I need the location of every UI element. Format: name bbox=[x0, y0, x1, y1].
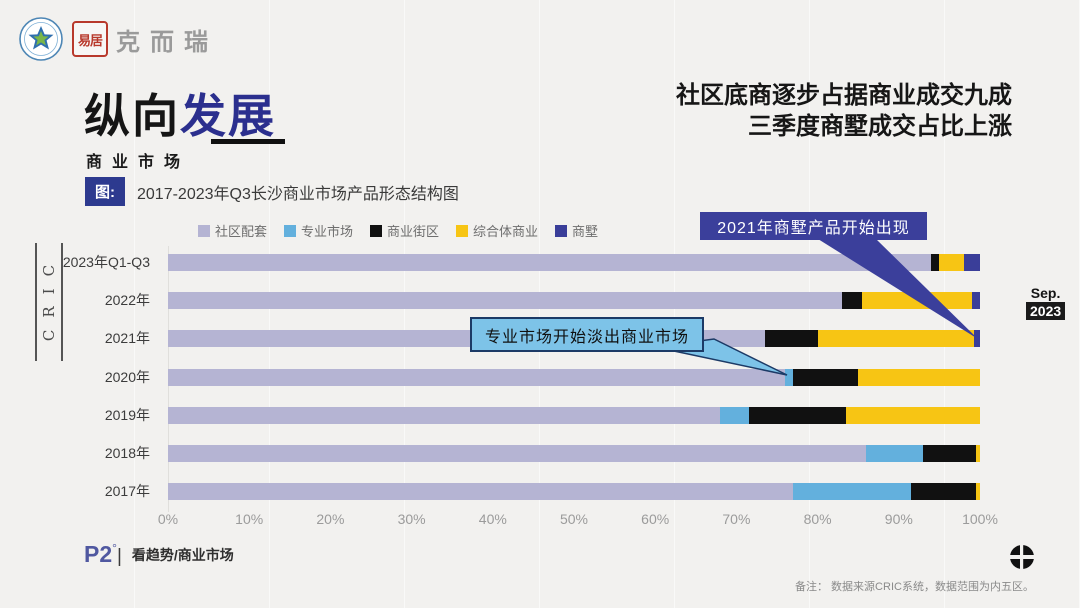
legend-label: 社区配套 bbox=[214, 224, 267, 239]
x-axis-tick: 10% bbox=[235, 511, 264, 527]
headline-line1: 社区底商逐步占据商业成交九成 bbox=[676, 82, 1012, 109]
bar-segment-社区配套 bbox=[168, 369, 786, 386]
page-number: P2 bbox=[84, 541, 113, 567]
legend-swatch-icon bbox=[369, 224, 382, 237]
cric-vertical-label: CRIC bbox=[35, 243, 63, 361]
bar-row-2022年 bbox=[168, 292, 980, 309]
y-axis-label: 2017年 bbox=[104, 482, 150, 499]
bar-row-2019年 bbox=[168, 407, 980, 424]
callout-2021-shangshu: 2021年商墅产品开始出现 bbox=[700, 212, 927, 240]
bar-segment-专业市场 bbox=[866, 445, 924, 462]
bar-row-2018年 bbox=[168, 445, 980, 462]
legend-swatch-icon bbox=[283, 224, 296, 237]
bar-segment-社区配套 bbox=[168, 254, 932, 271]
bar-segment-商业街区 bbox=[931, 254, 940, 271]
bar-segment-综合体商业 bbox=[975, 445, 980, 462]
title-part-blue: 发展 bbox=[180, 90, 276, 142]
y-axis-label: 2019年 bbox=[104, 406, 150, 423]
legend-item-商业街区: 商业街区 bbox=[369, 221, 439, 240]
y-axis-label: 2022年 bbox=[104, 291, 150, 308]
figure-tag: 图: bbox=[85, 177, 125, 206]
bar-segment-专业市场 bbox=[785, 369, 794, 386]
bar-segment-商墅 bbox=[974, 330, 980, 347]
date-month: Sep. bbox=[1030, 285, 1061, 301]
legend-item-商墅: 商墅 bbox=[555, 221, 598, 240]
legend-label: 专业市场 bbox=[300, 224, 353, 239]
bar-segment-商业街区 bbox=[841, 292, 863, 309]
bar-segment-专业市场 bbox=[720, 407, 749, 424]
x-axis-tick: 70% bbox=[722, 511, 751, 527]
title-part-black: 纵向 bbox=[84, 90, 180, 142]
bar-segment-商业街区 bbox=[923, 445, 976, 462]
bar-segment-综合体商业 bbox=[862, 292, 972, 309]
y-axis-label: 2020年 bbox=[104, 368, 150, 385]
footer-left: P2°| 看趋势/商业市场 bbox=[84, 541, 234, 568]
bar-segment-商业街区 bbox=[793, 369, 859, 386]
target-icon bbox=[1008, 543, 1036, 571]
y-axis-label: 2021年 bbox=[104, 329, 150, 346]
section-label: 看趋势/商业市场 bbox=[131, 546, 234, 563]
divider-bar: | bbox=[116, 546, 122, 567]
cric-logo-icon bbox=[19, 17, 63, 61]
legend-item-专业市场: 专业市场 bbox=[283, 221, 353, 240]
bar-segment-商业街区 bbox=[748, 407, 846, 424]
y-axis-label: 2023年Q1-Q3 bbox=[62, 253, 150, 270]
x-axis-tick: 60% bbox=[641, 511, 670, 527]
legend-item-综合体商业: 综合体商业 bbox=[456, 221, 538, 240]
legend-swatch-icon bbox=[197, 224, 210, 237]
callout-zhuanye-market: 专业市场开始淡出商业市场 bbox=[470, 317, 704, 352]
page-subtitle: 商业市场 bbox=[86, 154, 191, 171]
x-axis-tick: 100% bbox=[962, 511, 998, 527]
bar-segment-商业街区 bbox=[764, 330, 818, 347]
footnote: 备注： 数据来源CRIC系统，数据范围为内五区。 bbox=[795, 581, 1034, 593]
bar-segment-商业街区 bbox=[910, 483, 976, 500]
x-axis-tick: 80% bbox=[803, 511, 832, 527]
seal-icon: 易居 bbox=[72, 21, 108, 57]
bar-segment-社区配套 bbox=[168, 483, 794, 500]
figure-caption: 2017-2023年Q3长沙商业市场产品形态结构图 bbox=[137, 185, 459, 203]
x-axis-tick: 40% bbox=[478, 511, 507, 527]
bar-row-2017年 bbox=[168, 483, 980, 500]
bar-segment-商墅 bbox=[971, 292, 980, 309]
bar-segment-综合体商业 bbox=[846, 407, 980, 424]
bar-segment-社区配套 bbox=[168, 407, 721, 424]
legend-label: 综合体商业 bbox=[473, 224, 539, 239]
bar-segment-综合体商业 bbox=[817, 330, 975, 347]
legend-item-社区配套: 社区配套 bbox=[197, 221, 267, 240]
legend-swatch-icon bbox=[456, 224, 468, 237]
x-axis-tick: 30% bbox=[397, 511, 426, 527]
bar-segment-商墅 bbox=[963, 254, 980, 271]
logo-row: 易居 克而瑞 bbox=[18, 16, 218, 62]
bar-segment-专业市场 bbox=[793, 483, 911, 500]
x-axis-tick: 20% bbox=[316, 511, 345, 527]
bar-segment-综合体商业 bbox=[975, 483, 980, 500]
bar-row-2023年Q1-Q3 bbox=[168, 254, 980, 271]
bar-segment-综合体商业 bbox=[858, 369, 980, 386]
headline-line2: 三季度商墅成交占比上涨 bbox=[748, 113, 1012, 140]
degree-mark: ° bbox=[112, 541, 117, 555]
x-axis-tick: 90% bbox=[884, 511, 913, 527]
legend-swatch-icon bbox=[555, 224, 568, 237]
date-badge: Sep. 2023 bbox=[1026, 285, 1066, 320]
date-year: 2023 bbox=[1026, 302, 1066, 320]
x-axis-tick: 0% bbox=[157, 511, 179, 527]
legend-label: 商业街区 bbox=[386, 224, 439, 239]
legend-label: 商墅 bbox=[572, 224, 599, 239]
bar-segment-综合体商业 bbox=[939, 254, 964, 271]
bar-row-2020年 bbox=[168, 369, 980, 386]
figure-caption-row: 图: 2017-2023年Q3长沙商业市场产品形态结构图 bbox=[85, 177, 459, 206]
brand-name: 克而瑞 bbox=[116, 28, 218, 56]
x-axis-tick: 50% bbox=[559, 511, 589, 527]
y-axis-label: 2018年 bbox=[104, 444, 150, 461]
chart-legend: 社区配套 专业市场 商业街区 综合体商业 商墅 bbox=[168, 221, 628, 240]
page-title: 纵向发展 bbox=[84, 80, 276, 146]
headline: 社区底商逐步占据商业成交九成 三季度商墅成交占比上涨 bbox=[676, 80, 1012, 142]
bar-segment-社区配套 bbox=[168, 445, 867, 462]
title-underline bbox=[211, 139, 285, 144]
bar-segment-社区配套 bbox=[168, 292, 842, 309]
